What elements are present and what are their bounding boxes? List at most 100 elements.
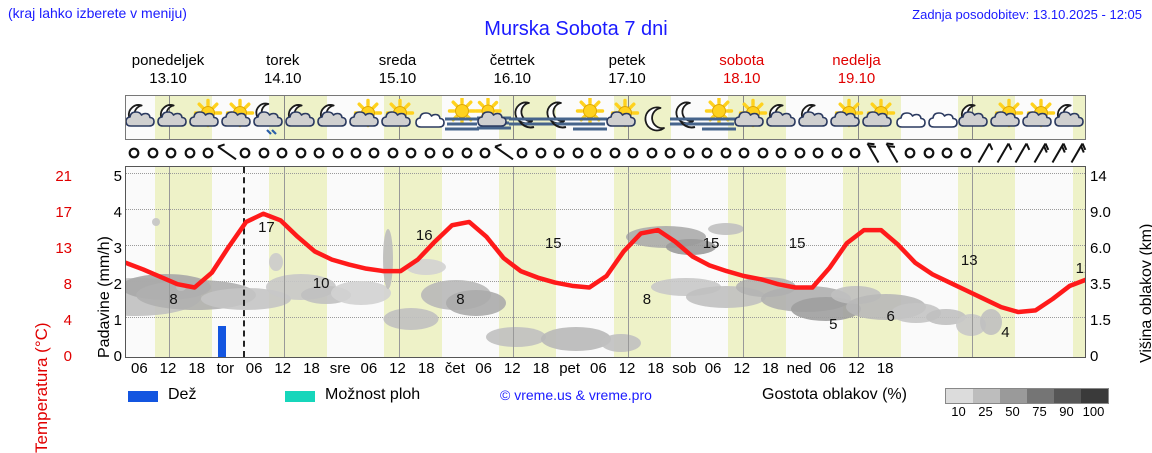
wind-calm-icon <box>714 141 738 165</box>
moon-cloud-icon <box>314 98 354 138</box>
moon-fog-icon <box>667 98 707 138</box>
precip-tick: 4 <box>113 204 122 221</box>
x-tick-label: 18 <box>762 360 779 377</box>
wind-calm-icon <box>141 141 165 165</box>
day-header-7: nedelja 19.10 <box>799 52 914 88</box>
sun-cloud-icon <box>987 98 1027 138</box>
sun-cloud-icon <box>827 98 867 138</box>
page-title: Murska Sobota 7 dni <box>484 18 668 40</box>
day-separator <box>513 167 515 357</box>
temperature-value-label: 13 <box>960 251 978 269</box>
wind-calm-icon <box>954 141 978 165</box>
day-date: 17.10 <box>608 70 646 87</box>
precip-tick: 1 <box>113 312 122 329</box>
wind-calm-icon <box>917 141 941 165</box>
x-tick-label: sob <box>672 360 697 377</box>
x-axis-tick-labels: 06 12 18 tor 06 12 18 sre 06 12 18 čet 06 12 18 pet 06 12… <box>0 360 1152 380</box>
x-tick-label: ned <box>786 360 812 377</box>
sun-cloud-icon <box>1019 98 1059 138</box>
copyright-link[interactable]: © vreme.us & vreme.pro <box>500 387 652 403</box>
wind-calm-icon <box>196 141 220 165</box>
x-tick-label: 06 <box>819 360 837 377</box>
temp-tick: 4 <box>63 312 72 329</box>
x-tick-label: 06 <box>475 360 492 377</box>
x-tick-label: 18 <box>647 360 665 377</box>
wind-calm-icon <box>677 141 701 165</box>
wind-calm-icon <box>122 141 146 165</box>
temperature-value-label: 4 <box>1001 324 1010 342</box>
daytime-band <box>613 167 672 357</box>
wind-calm-icon <box>695 141 719 165</box>
temperature-value-label: 15 <box>788 235 806 253</box>
day-separator <box>169 167 171 357</box>
wind-barb-icon <box>215 141 239 165</box>
moon-cloud-icon <box>1051 98 1085 138</box>
temperature-value-label: 17 <box>258 218 275 236</box>
day-header-2: torek 14.10 <box>225 52 340 88</box>
density-swatch <box>1054 389 1081 403</box>
current-time-marker <box>243 167 246 357</box>
wind-calm-icon <box>788 141 812 165</box>
cloud-tick: 14 <box>1090 168 1107 185</box>
menu-hint-text: (kraj lahko izberete v meniju) <box>8 5 187 21</box>
wind-calm-icon <box>769 141 793 165</box>
gridline <box>126 245 1085 246</box>
wind-calm-icon <box>603 141 627 165</box>
wind-calm-icon <box>584 141 608 165</box>
wind-calm-icon <box>898 141 922 165</box>
density-swatch <box>973 389 1000 403</box>
wind-calm-icon <box>658 141 682 165</box>
wind-calm-icon <box>436 141 460 165</box>
sun-cloud-icon <box>218 98 258 138</box>
wind-calm-icon <box>455 141 479 165</box>
day-separator <box>742 167 744 357</box>
precipitation-axis-title: Padavine (mm/h) <box>76 168 113 358</box>
moon-cloud-icon <box>795 98 835 138</box>
x-tick-label: 12 <box>159 360 177 377</box>
gridline <box>126 317 1085 318</box>
day-name: četrtek <box>489 52 535 69</box>
wind-calm-icon <box>270 141 294 165</box>
wind-calm-icon <box>566 141 590 165</box>
density-value: 25 <box>978 404 993 419</box>
wind-calm-icon <box>547 141 571 165</box>
moon-icon <box>635 98 675 138</box>
temperature-value-label: 10 <box>312 275 330 293</box>
moon-cloud-icon <box>282 98 322 138</box>
temperature-value-label: 15 <box>544 235 562 253</box>
sun-fog-icon <box>570 98 610 138</box>
wind-calm-icon <box>473 141 497 165</box>
daytime-band <box>843 167 901 357</box>
x-tick-label: 18 <box>532 360 550 377</box>
cloud-icon <box>891 98 931 138</box>
temp-tick: 21 <box>55 168 72 185</box>
cloud-tick: 1.5 <box>1090 312 1111 329</box>
x-tick-label: pet <box>559 360 581 377</box>
day-date: 13.10 <box>149 70 187 87</box>
cloud-tick: 6.0 <box>1090 240 1111 257</box>
wind-barb-icon <box>1065 141 1089 165</box>
wind-calm-icon <box>381 141 405 165</box>
day-date: 16.10 <box>493 70 532 87</box>
x-tick-label: 18 <box>188 360 206 377</box>
density-swatch <box>946 389 973 403</box>
wind-calm-icon <box>510 141 534 165</box>
day-name: torek <box>266 52 300 69</box>
cloud-height-axis-label: Višina oblakov (km) <box>1138 223 1152 363</box>
wind-calm-icon <box>178 141 202 165</box>
density-value: 50 <box>1005 404 1020 419</box>
day-name: petek <box>608 52 646 69</box>
wind-calm-icon <box>362 141 386 165</box>
wind-calm-icon <box>307 141 331 165</box>
day-separator <box>283 167 285 357</box>
temperature-value-label: 5 <box>829 316 838 334</box>
density-swatch <box>1081 389 1108 403</box>
sun-fog-icon <box>699 98 739 138</box>
x-tick-label: 12 <box>274 360 292 377</box>
day-header-4: četrtek 16.10 <box>455 52 570 88</box>
day-header-5: petek 17.10 <box>570 52 685 88</box>
density-swatch <box>1000 389 1027 403</box>
wind-barb-icon <box>991 141 1015 165</box>
wind-calm-icon <box>621 141 645 165</box>
density-value: 100 <box>1082 404 1105 419</box>
